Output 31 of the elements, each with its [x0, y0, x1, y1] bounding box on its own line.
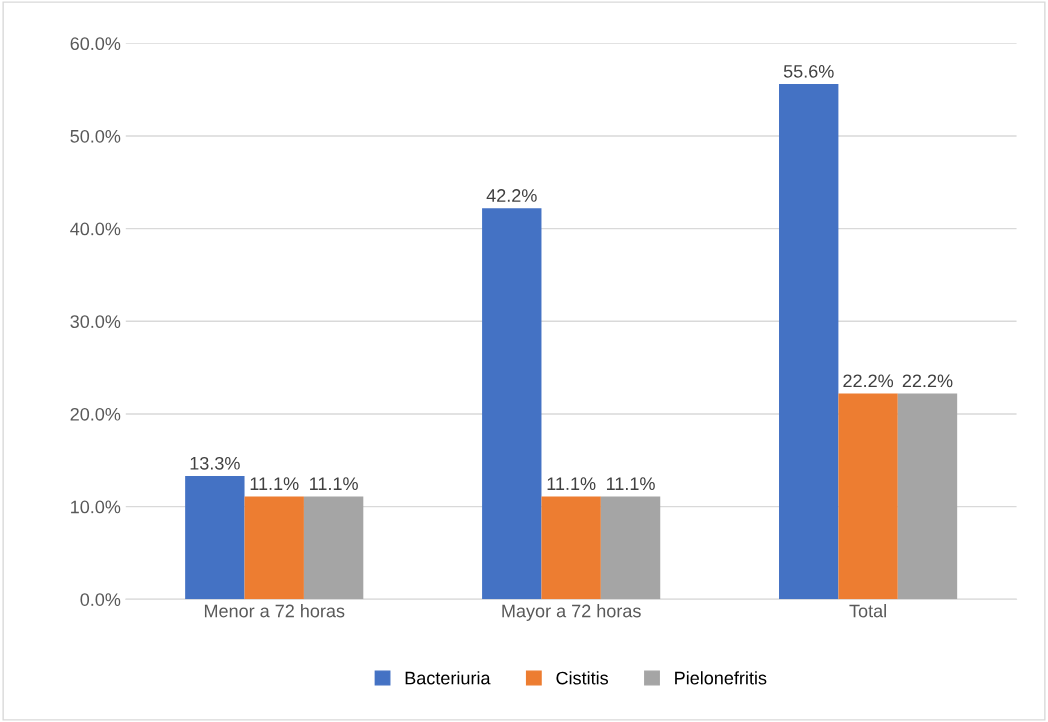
data-label: 22.2% [902, 374, 953, 388]
data-label: 22.2% [843, 374, 894, 388]
bar [541, 496, 601, 600]
data-label: 11.1% [547, 477, 596, 490]
legend-label: Pielonefritis [675, 671, 767, 685]
bar [244, 496, 304, 600]
data-label: 13.3% [190, 456, 240, 470]
bar [600, 496, 661, 600]
bar [897, 393, 958, 600]
x-tick-label: Menor a 72 horas [204, 604, 345, 618]
y-tick-label: 20.0% [70, 407, 121, 421]
legend-label: Bacteriuria [405, 671, 491, 685]
y-tick-label: 30.0% [70, 315, 121, 329]
data-label: 42.2% [486, 189, 537, 202]
data-label: 11.1% [250, 477, 299, 490]
data-label: 11.1% [606, 477, 655, 490]
y-tick-label: 40.0% [70, 222, 121, 236]
bar [779, 84, 839, 600]
x-tick-label: Mayor a 72 horas [502, 604, 641, 621]
bar [303, 496, 364, 600]
bar [838, 393, 898, 600]
y-tick-label: 50.0% [70, 129, 121, 143]
y-tick-label: 60.0% [70, 37, 121, 51]
bar [482, 208, 542, 600]
data-label: 55.6% [783, 64, 834, 78]
x-tick-label: Total [849, 604, 886, 618]
y-tick-label: 10.0% [71, 500, 121, 514]
data-label: 11.1% [310, 477, 358, 490]
bar [185, 476, 245, 600]
y-tick-label: 0.0% [80, 593, 121, 606]
legend-label: Cistitis [556, 671, 609, 685]
